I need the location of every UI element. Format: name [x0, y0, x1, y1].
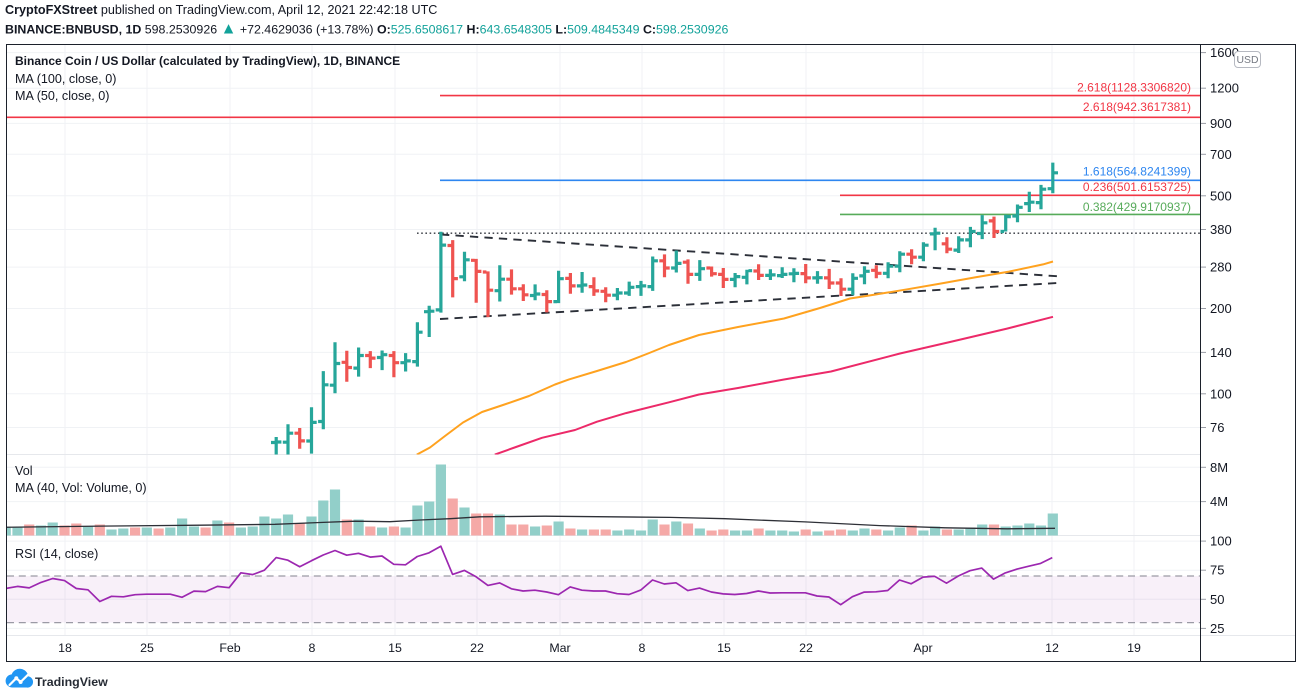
svg-text:MA (50, close, 0): MA (50, close, 0) — [15, 89, 110, 103]
svg-text:76: 76 — [1210, 420, 1224, 435]
svg-text:Vol: Vol — [15, 464, 33, 478]
svg-text:15: 15 — [717, 641, 731, 655]
svg-text:8M: 8M — [1210, 460, 1228, 475]
svg-text:Mar: Mar — [549, 641, 570, 655]
svg-text:4M: 4M — [1210, 494, 1228, 509]
svg-text:1600: 1600 — [1210, 45, 1239, 60]
svg-text:RSI (14, close): RSI (14, close) — [15, 547, 98, 561]
svg-text:Feb: Feb — [219, 641, 240, 655]
svg-text:22: 22 — [799, 641, 813, 655]
svg-text:0.236(501.6153725): 0.236(501.6153725) — [1083, 180, 1191, 194]
svg-text:15: 15 — [388, 641, 402, 655]
svg-text:200: 200 — [1210, 301, 1232, 316]
svg-text:280: 280 — [1210, 260, 1232, 275]
svg-text:1200: 1200 — [1210, 81, 1239, 96]
svg-text:22: 22 — [470, 641, 484, 655]
svg-text:140: 140 — [1210, 345, 1232, 360]
svg-text:2.618(942.3617381): 2.618(942.3617381) — [1083, 100, 1191, 114]
svg-text:500: 500 — [1210, 188, 1232, 203]
svg-text:CryptoFXStreet published on Tr: CryptoFXStreet published on TradingView.… — [5, 3, 437, 17]
svg-text:MA (40, Vol: Volume, 0): MA (40, Vol: Volume, 0) — [15, 481, 147, 495]
svg-text:2.618(1128.3306820): 2.618(1128.3306820) — [1077, 81, 1191, 95]
svg-text:MA (100, close, 0): MA (100, close, 0) — [15, 72, 117, 86]
svg-text:TradingView: TradingView — [35, 675, 108, 689]
svg-text:900: 900 — [1210, 116, 1232, 131]
svg-text:Binance Coin / US Dollar (calc: Binance Coin / US Dollar (calculated by … — [15, 54, 400, 68]
svg-text:BINANCE:BNBUSD, 1D 598.2530926: BINANCE:BNBUSD, 1D 598.2530926 ▲ +72.462… — [5, 21, 728, 38]
svg-text:700: 700 — [1210, 147, 1232, 162]
svg-text:8: 8 — [639, 641, 646, 655]
svg-text:380: 380 — [1210, 222, 1232, 237]
svg-text:100: 100 — [1210, 534, 1232, 549]
svg-text:USD: USD — [1237, 55, 1259, 66]
svg-text:8: 8 — [309, 641, 316, 655]
svg-text:25: 25 — [140, 641, 154, 655]
svg-text:50: 50 — [1210, 592, 1224, 607]
svg-text:25: 25 — [1210, 621, 1224, 636]
svg-text:0.382(429.9170937): 0.382(429.9170937) — [1083, 200, 1191, 214]
svg-text:18: 18 — [58, 641, 72, 655]
svg-text:12: 12 — [1045, 641, 1059, 655]
svg-text:Apr: Apr — [913, 641, 932, 655]
svg-text:100: 100 — [1210, 386, 1232, 401]
svg-text:19: 19 — [1127, 641, 1141, 655]
svg-text:1.618(564.8241399): 1.618(564.8241399) — [1083, 165, 1191, 179]
svg-text:75: 75 — [1210, 563, 1224, 578]
